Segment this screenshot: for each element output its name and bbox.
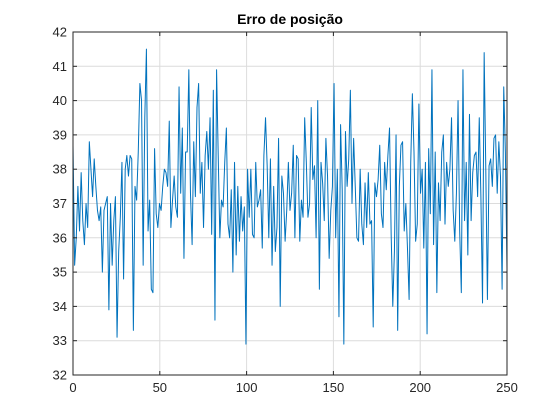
y-tick-label: 32 (53, 368, 67, 383)
ticks (72, 31, 508, 376)
x-tick-label: 0 (69, 380, 76, 395)
y-tick-label: 41 (53, 59, 67, 74)
x-tick-label: 250 (496, 380, 518, 395)
y-tick-label: 33 (53, 333, 67, 348)
x-tick-label: 100 (236, 380, 258, 395)
series-layer (72, 48, 508, 345)
x-tick-label: 150 (323, 380, 345, 395)
y-tick-label: 38 (53, 162, 67, 177)
y-tick-label: 40 (53, 93, 67, 108)
y-tick-label: 34 (53, 299, 67, 314)
y-tick-label: 39 (53, 127, 67, 142)
y-tick-label: 37 (53, 196, 67, 211)
series-line (72, 48, 508, 345)
y-tick-labels: 32 33 34 35 36 37 38 39 40 41 42 (53, 25, 67, 383)
x-tick-labels: 0 50 100 150 200 250 (69, 380, 517, 395)
y-tick-label: 36 (53, 230, 67, 245)
y-tick-label: 42 (53, 25, 67, 40)
chart-title: Erro de posição (237, 11, 343, 27)
x-tick-label: 200 (409, 380, 431, 395)
x-tick-label: 50 (153, 380, 167, 395)
y-tick-label: 35 (53, 265, 67, 280)
